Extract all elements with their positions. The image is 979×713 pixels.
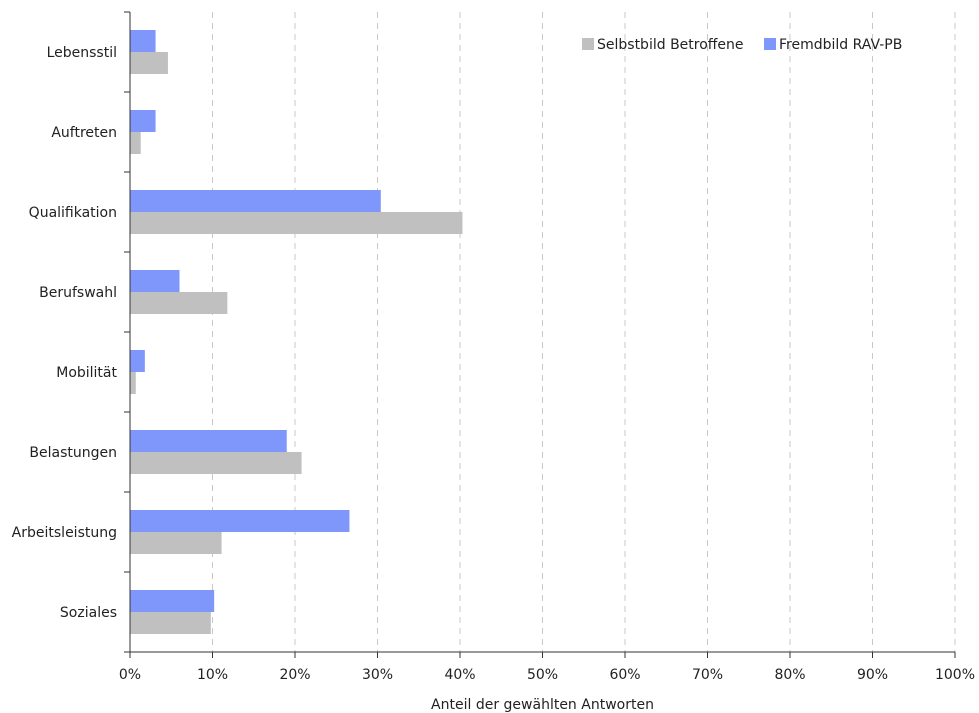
legend-swatch [764,38,776,50]
category-label: Mobilität [56,365,117,381]
bar-selbstbild [130,612,211,634]
bars [130,30,463,634]
bar-fremdbild [130,110,156,132]
legend-label: Fremdbild RAV-PB [779,37,902,53]
x-tick-label: 90% [857,667,888,683]
bar-selbstbild [130,292,228,314]
bar-fremdbild [130,590,215,612]
legend-label: Selbstbild Betroffene [597,37,744,53]
bar-selbstbild [130,452,302,474]
category-label: Arbeitsleistung [12,525,117,541]
bar-fremdbild [130,190,381,212]
bar-selbstbild [130,52,168,74]
category-label: Soziales [60,605,117,621]
x-tick-label: 100% [935,667,975,683]
bar-fremdbild [130,510,350,532]
x-axis-title: Anteil der gewählten Antworten [431,697,654,713]
legend-swatch [582,38,594,50]
x-tick-label: 80% [774,667,805,683]
bar-selbstbild [130,372,136,394]
x-tick-label: 50% [527,667,558,683]
gridlines [212,12,956,652]
x-tick-label: 40% [444,667,475,683]
bar-selbstbild [130,532,222,554]
category-label: Lebensstil [47,45,117,61]
bar-fremdbild [130,430,287,452]
ticks [124,11,956,658]
legend: Selbstbild Betroffene Fremdbild RAV-PB [582,37,902,53]
x-tick-label: 70% [692,667,723,683]
x-tick-label: 20% [279,667,310,683]
bar-fremdbild [130,30,156,52]
bar-fremdbild [130,270,180,292]
category-label: Auftreten [51,125,117,141]
x-tick-label: 10% [197,667,228,683]
category-label: Qualifikation [29,205,117,221]
x-tick-label: 0% [119,667,141,683]
bar-selbstbild [130,132,141,154]
bar-selbstbild [130,212,463,234]
x-tick-label: 60% [609,667,640,683]
labels: 0% 10% 20% 30% 40% 50% 60% 70% 80% 90% 100% Lebenss… [12,45,975,683]
x-tick-label: 30% [362,667,393,683]
category-label: Belastungen [29,445,117,461]
category-label: Berufswahl [39,285,117,301]
bar-fremdbild [130,350,145,372]
